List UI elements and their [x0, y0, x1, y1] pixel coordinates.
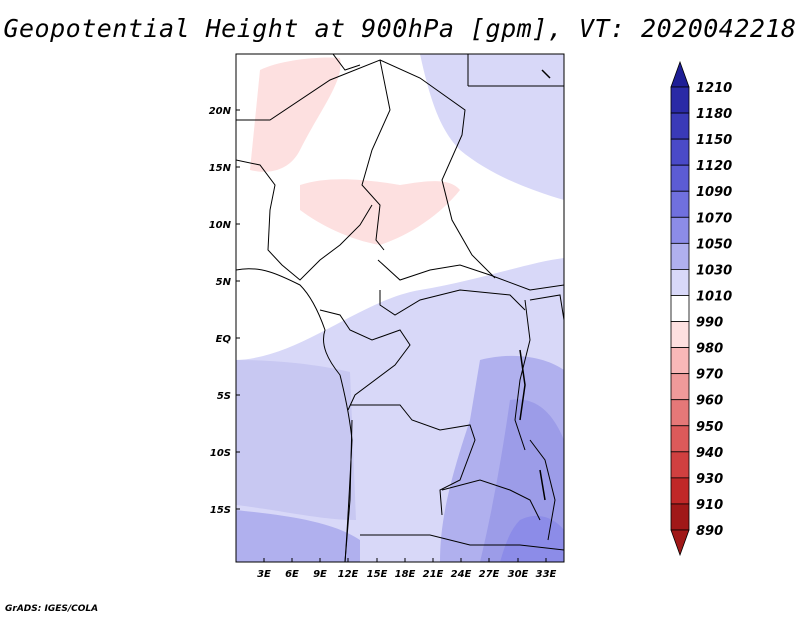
- map-frame: [235, 53, 565, 563]
- colorbar-box: [670, 399, 690, 427]
- lat-label: 5N: [216, 277, 232, 288]
- colorbar-box: [670, 269, 690, 296]
- colorbar-label: 890: [696, 524, 723, 539]
- colorbar-label: 1030: [696, 263, 732, 278]
- country-borders: [236, 54, 564, 562]
- colorbar-label: 1210: [696, 81, 732, 96]
- colorbar-labels: 1210 1180 1150 1120 1090 1070 1050 1030 1010 990 9…: [696, 81, 732, 539]
- chart-title: Geopotential Height at 900hPa [gpm], VT:…: [3, 14, 797, 43]
- lat-label: 10S: [210, 448, 231, 459]
- border-zambia: [441, 479, 541, 521]
- coastline-west: [236, 268, 353, 562]
- colorbar-box: [670, 451, 690, 479]
- lon-label: 30E: [508, 569, 529, 580]
- lon-label: 9E: [313, 569, 327, 580]
- lon-label: 24E: [451, 569, 472, 580]
- lat-label: 5S: [217, 391, 231, 402]
- colorbar-box: [670, 503, 690, 531]
- lon-label: 12E: [338, 569, 359, 580]
- lon-label: 18E: [395, 569, 416, 580]
- border-drc-north: [379, 289, 526, 316]
- colorbar-box: [670, 242, 690, 270]
- colorbar-label: 930: [696, 472, 723, 487]
- colorbar-label: 1180: [696, 107, 732, 122]
- lat-label: 10N: [209, 220, 232, 231]
- lat-label: 15N: [209, 163, 232, 174]
- border-algeria: [332, 54, 361, 71]
- field-980-chad: [300, 179, 460, 245]
- colorbar-box: [670, 164, 690, 192]
- lon-label: 15E: [367, 569, 388, 580]
- colorbar-label: 940: [696, 446, 723, 461]
- colorbar-label: 1120: [696, 159, 732, 174]
- lon-label: 27E: [479, 569, 500, 580]
- colorbar-label: 1090: [696, 185, 732, 200]
- field-1030-s: [236, 510, 360, 562]
- field-1010-ne: [420, 54, 564, 200]
- contour-field: [236, 54, 564, 562]
- colorbar-label: 1050: [696, 237, 732, 252]
- colorbar-box: [670, 425, 690, 453]
- colorbar-box: [670, 321, 690, 348]
- colorbar-box: [670, 216, 690, 244]
- colorbar-bottom-arrow: [670, 529, 690, 557]
- colorbar-label: 1150: [696, 133, 732, 148]
- colorbar: 1210 1180 1150 1120 1090 1070 1050 1030 1010 990 9…: [670, 60, 732, 557]
- colorbar-box: [670, 190, 690, 218]
- colorbar-box: [670, 112, 690, 140]
- colorbar-label: 970: [696, 368, 723, 383]
- border-nigeria: [236, 159, 373, 281]
- colorbar-label: 1070: [696, 211, 732, 226]
- lat-label: 15S: [210, 505, 231, 516]
- border-botswana: [360, 534, 564, 551]
- lon-axis: 3E 6E 9E 12E 15E 18E 21E 24E 27E 30E 33E: [257, 558, 557, 580]
- colorbar-label: 980: [696, 342, 723, 357]
- border-niger: [236, 59, 391, 251]
- colorbar-box: [670, 347, 690, 375]
- colorbar-box: [670, 86, 690, 114]
- colorbar-top-arrow: [670, 60, 690, 88]
- lon-label: 3E: [257, 569, 271, 580]
- colorbar-box: [670, 138, 690, 166]
- border-angola: [350, 404, 476, 516]
- border-congo: [319, 309, 411, 411]
- colorbar-box: [670, 373, 690, 401]
- border-car: [377, 259, 564, 291]
- lat-axis: 20N 15N 10N 5N EQ 5S 10S 15S: [209, 106, 240, 516]
- lon-label: 6E: [285, 569, 299, 580]
- lat-label: EQ: [216, 334, 232, 345]
- field-1030-sw: [236, 360, 356, 520]
- border-malawi: [529, 439, 556, 541]
- field-980-nw: [250, 57, 341, 172]
- lat-label: 20N: [209, 106, 232, 117]
- colorbar-label: 910: [696, 498, 723, 513]
- footer-credit: GrADS: IGES/COLA: [5, 604, 99, 614]
- colorbar-label: 950: [696, 420, 723, 435]
- colorbar-boxes: [670, 86, 690, 531]
- colorbar-label: 960: [696, 394, 723, 409]
- border-rift: [514, 299, 531, 451]
- colorbar-label: 1010: [696, 289, 732, 304]
- border-chad-sudan: [379, 59, 496, 279]
- lakes: [519, 69, 551, 501]
- colorbar-box: [670, 477, 690, 505]
- colorbar-box: [670, 295, 690, 322]
- field-1070: [500, 515, 564, 562]
- colorbar-label: 990: [696, 316, 723, 331]
- lon-label: 21E: [423, 569, 444, 580]
- border-uganda: [529, 294, 564, 321]
- lon-label: 33E: [536, 569, 557, 580]
